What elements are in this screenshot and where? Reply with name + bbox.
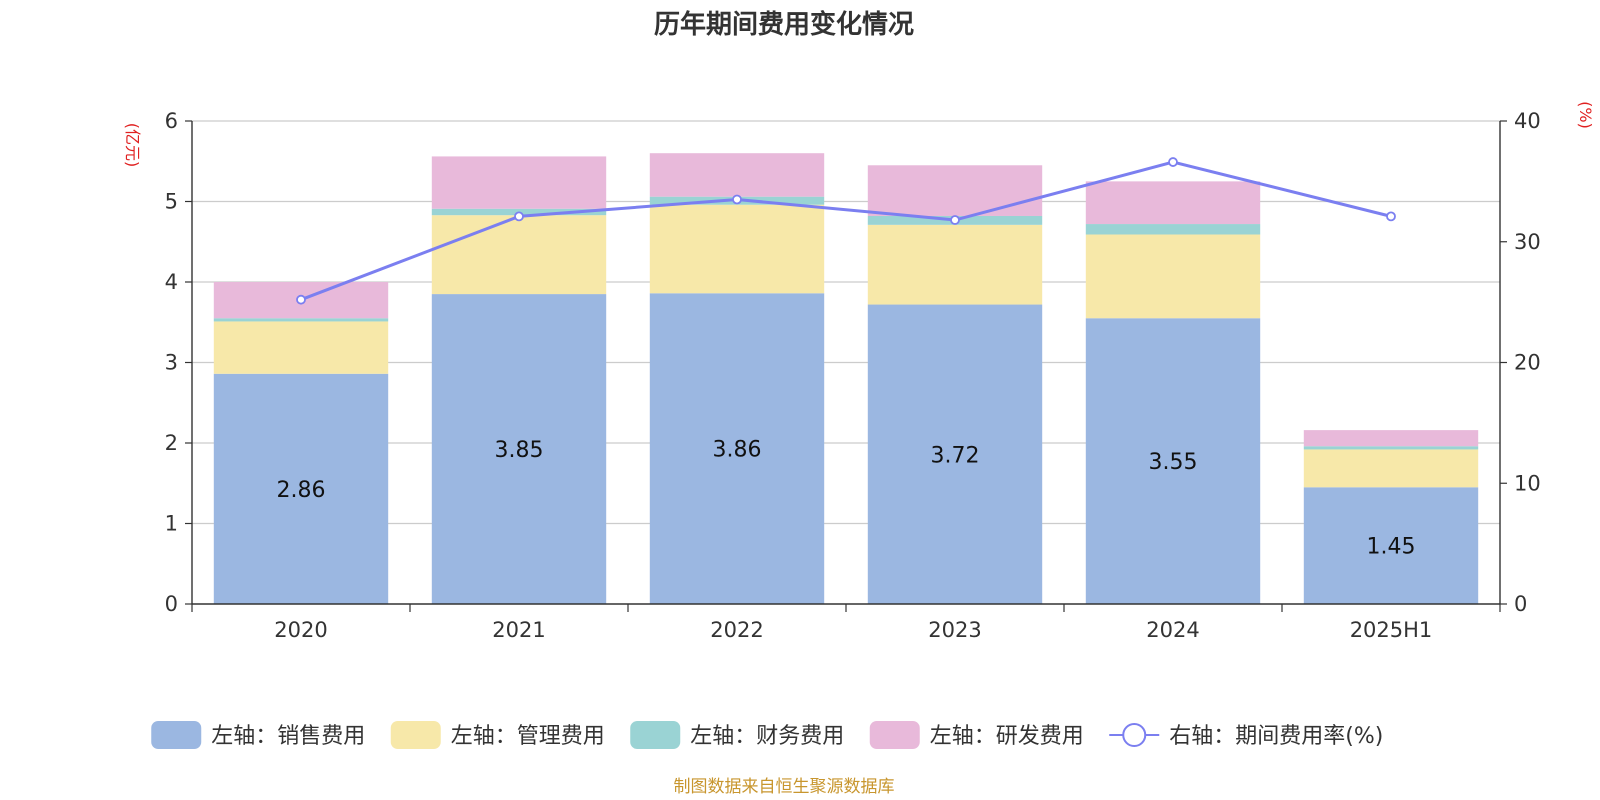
bar-data-label: 3.55 bbox=[1149, 450, 1198, 475]
bar-segment bbox=[1085, 234, 1261, 319]
rate-line bbox=[300, 160, 1392, 302]
right-axis-tick-label: 30 bbox=[1514, 230, 1541, 254]
legend-swatch bbox=[390, 721, 441, 749]
legend-label: 左轴：研发费用 bbox=[930, 724, 1084, 749]
bar-segment bbox=[649, 293, 825, 604]
line-series-group bbox=[296, 157, 1396, 305]
right-axis-unit: (%) bbox=[1576, 101, 1595, 129]
bar-data-label: 3.86 bbox=[713, 438, 762, 463]
bar-segment bbox=[213, 318, 389, 322]
legend-swatch bbox=[630, 721, 681, 749]
right-axis-tick-label: 40 bbox=[1514, 109, 1541, 133]
left-axis-unit: (亿元) bbox=[123, 123, 142, 168]
left-axis-tick-label: 3 bbox=[165, 351, 178, 375]
bar-data-label: 1.45 bbox=[1367, 535, 1416, 560]
rate-point bbox=[296, 294, 306, 305]
bar-segment bbox=[1085, 318, 1261, 604]
x-axis-tick-label: 2025H1 bbox=[1350, 618, 1433, 642]
left-axis-tick-label: 0 bbox=[165, 592, 178, 616]
bar-segment bbox=[431, 215, 607, 295]
bar-segment bbox=[1085, 224, 1261, 235]
bar-segment bbox=[213, 321, 389, 374]
left-axis-tick-label: 5 bbox=[165, 190, 178, 214]
x-axis-tick-label: 2020 bbox=[274, 618, 327, 642]
legend-label: 右轴：期间费用率(%) bbox=[1169, 724, 1383, 749]
bar-segment bbox=[867, 304, 1043, 604]
bar-segment bbox=[649, 204, 825, 294]
bar-data-label: 3.85 bbox=[495, 438, 544, 463]
chart-title: 历年期间费用变化情况 bbox=[654, 9, 914, 40]
bar-segment bbox=[213, 373, 389, 604]
bar-data-label: 2.86 bbox=[277, 478, 326, 503]
bar-segment bbox=[867, 224, 1043, 305]
source-note: 制图数据来自恒生聚源数据库 bbox=[674, 777, 895, 797]
right-axis-tick-label: 0 bbox=[1514, 592, 1527, 616]
left-axis-tick-label: 1 bbox=[165, 512, 178, 536]
right-axis-tick-label: 10 bbox=[1514, 471, 1541, 495]
left-axis-tick-label: 2 bbox=[165, 431, 178, 455]
rate-point bbox=[1386, 211, 1396, 222]
legend: 左轴：销售费用 左轴：管理费用 左轴：财务费用 左轴：研发费用 右轴：期间费用率(%) bbox=[151, 721, 1383, 749]
axes: 0 1 2 3 4 5 6 0 10 20 30 40 2020 2021 2022 2023 2024 2025… bbox=[165, 109, 1541, 642]
x-axis-tick-label: 2021 bbox=[492, 618, 545, 642]
left-axis-tick-label: 4 bbox=[165, 270, 178, 294]
bar-segment bbox=[1303, 446, 1479, 450]
bar-segment bbox=[649, 153, 825, 197]
bar-segment bbox=[431, 156, 607, 209]
left-axis-tick-label: 6 bbox=[165, 109, 178, 133]
legend-label: 左轴：销售费用 bbox=[211, 724, 365, 749]
bar-segment bbox=[431, 294, 607, 604]
x-axis-tick-label: 2023 bbox=[928, 618, 981, 642]
bar-data-label: 3.72 bbox=[931, 443, 980, 468]
legend-swatch bbox=[151, 721, 202, 749]
rate-point bbox=[514, 211, 524, 222]
bar-segment bbox=[1303, 449, 1479, 488]
bar-segment bbox=[1085, 181, 1261, 225]
bar-segment bbox=[1303, 487, 1479, 604]
rate-point bbox=[950, 215, 960, 225]
rate-point bbox=[1168, 157, 1178, 167]
legend-marker-icon bbox=[1122, 723, 1147, 747]
x-axis-tick-label: 2024 bbox=[1146, 618, 1199, 642]
rate-point bbox=[732, 194, 742, 205]
bar-segment bbox=[1303, 430, 1479, 447]
right-axis-tick-label: 20 bbox=[1514, 351, 1541, 375]
gridlines bbox=[192, 120, 1500, 525]
bar-segment bbox=[867, 165, 1043, 216]
legend-label: 左轴：管理费用 bbox=[451, 724, 605, 749]
bar-series-group: 2.86 3.85 3.86 3.72 3.55 1.45 bbox=[213, 153, 1479, 604]
x-axis-tick-label: 2022 bbox=[710, 618, 763, 642]
legend-swatch bbox=[869, 721, 920, 749]
legend-label: 左轴：财务费用 bbox=[690, 724, 844, 749]
